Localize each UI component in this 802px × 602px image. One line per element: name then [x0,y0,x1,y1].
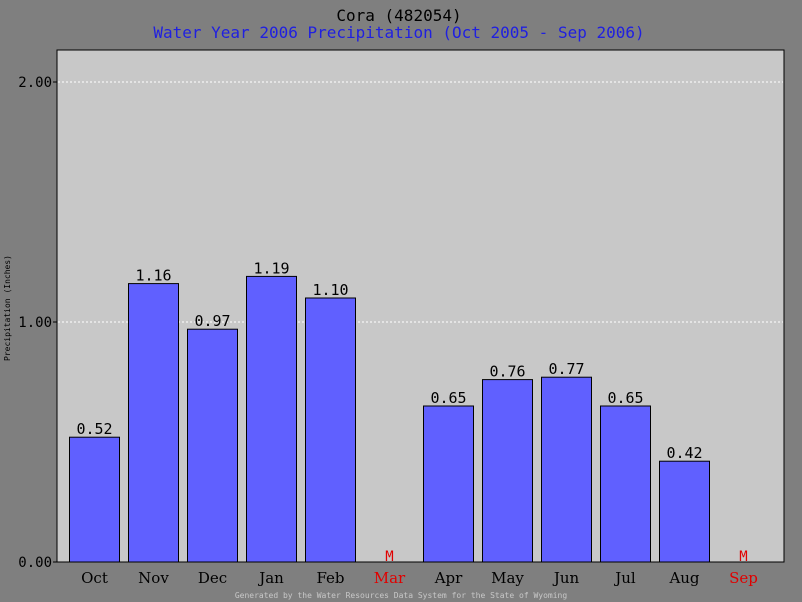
x-tick-label-dec: Dec [198,569,227,587]
bars [69,275,710,563]
bar-feb [305,297,356,563]
x-tick-label-jun: Jun [552,569,580,587]
axes: 0.00 1.00 2.00 Oct Nov Dec Jan Feb Mar Apr May Jun J… [18,75,758,587]
x-tick-label-sep: Sep [729,569,758,587]
value-label-dec: 0.97 [194,312,230,330]
value-label-jan: 1.19 [253,259,289,277]
footer-text: Generated by the Water Resources Data Sy… [235,591,568,600]
missing-marker-sep: M [739,549,747,565]
bar-dec [187,328,238,563]
bar-jun [541,376,592,563]
x-tick-label-apr: Apr [434,569,463,587]
x-tick-label-jul: Jul [613,569,636,587]
value-label-jun: 0.77 [548,360,584,378]
x-tick-label-mar: Mar [374,569,406,587]
value-label-may: 0.76 [489,363,525,381]
value-label-aug: 0.42 [666,444,702,462]
x-tick-label-oct: Oct [81,569,108,587]
value-label-jul: 0.65 [607,389,643,407]
missing-marker-mar: M [385,549,393,565]
x-tick-label-jan: Jan [257,569,284,587]
value-label-oct: 0.52 [76,420,112,438]
value-label-nov: 1.16 [135,267,171,285]
chart-title: Cora (482054) [336,6,461,25]
x-tick-label-feb: Feb [316,569,344,587]
y-tick-label: 0.00 [18,555,52,571]
bar-may [482,379,533,563]
bar-apr [423,405,474,563]
x-tick-label-may: May [491,569,524,587]
bar-aug [659,460,710,563]
bar-nov [128,283,179,563]
value-label-apr: 0.65 [430,389,466,407]
y-tick-label: 2.00 [18,75,52,91]
chart-subtitle: Water Year 2006 Precipitation (Oct 2005 … [153,23,644,42]
value-labels: 0.52 1.16 0.97 1.19 1.10 M 0.65 0.76 0.77 0.65 0.4… [76,259,747,565]
bar-jan [246,275,297,563]
y-axis-label: Precipitation (Inches) [3,255,12,361]
x-tick-label-nov: Nov [138,569,169,587]
bar-oct [69,436,120,563]
y-tick-label: 1.00 [18,315,52,331]
bar-jul [600,405,651,563]
x-tick-label-aug: Aug [668,569,699,587]
value-label-feb: 1.10 [312,281,348,299]
